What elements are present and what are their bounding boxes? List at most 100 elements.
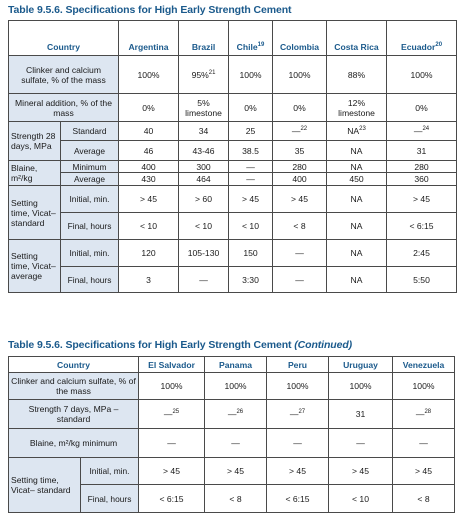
cell: 34: [178, 121, 230, 141]
cell: > 45: [204, 457, 268, 485]
cell: 0%: [118, 93, 180, 122]
table-row: Setting time, Vicat– standard Initial, m…: [8, 185, 458, 240]
sub-label-average: Average: [59, 172, 120, 186]
cell: 150: [228, 239, 274, 267]
cell: > 45: [228, 185, 274, 213]
cell: 105-130: [178, 239, 230, 267]
cell: 0%: [272, 93, 328, 122]
table-row: Clinker and calcium sulfate, % of the ma…: [7, 55, 458, 94]
sub-label-minimum: Minimum: [59, 160, 120, 173]
sub-label-average: Average: [59, 140, 120, 161]
cell: > 45: [272, 185, 328, 213]
table-row: Average 46 43-46 38.5 35 NA 31: [9, 140, 458, 161]
cell: < 6:15: [386, 212, 458, 240]
cell: 450: [326, 172, 388, 186]
cell: 40: [118, 121, 180, 141]
table-row: Mineral addition, % of the mass 0% 5% li…: [7, 93, 458, 122]
table1-title: Table 9.5.6. Specifications for High Ear…: [8, 4, 292, 16]
sub-label-final: Final, hours: [59, 266, 120, 293]
cell: 100%: [118, 55, 180, 94]
cell: 2:45: [386, 239, 458, 267]
table2-header-row: Country El Salvador Panama Peru Uruguay …: [7, 356, 456, 373]
row-label-blaine: Blaine, m²/kg minimum: [7, 428, 140, 458]
cell: NA: [326, 266, 388, 293]
cell: 46: [118, 140, 180, 161]
cell: > 45: [138, 457, 206, 485]
table2-title-text: Table 9.5.6. Specifications for High Ear…: [8, 339, 292, 351]
cell: —: [272, 266, 328, 293]
cell: —27: [266, 399, 330, 429]
cell: > 45: [266, 457, 330, 485]
cell: —: [178, 266, 230, 293]
cell: NA: [326, 239, 388, 267]
cell: 100%: [228, 55, 274, 94]
cell: > 45: [386, 185, 458, 213]
cell: > 60: [178, 185, 230, 213]
country-panama: Panama: [204, 356, 268, 373]
cell: 280: [272, 160, 328, 173]
row-label-clinker: Clinker and calcium sulfate, % of the ma…: [7, 55, 120, 94]
country-venezuela: Venezuela: [392, 356, 456, 373]
row-label-setting: Setting time, Vicat– standard: [8, 457, 81, 513]
cell: > 45: [328, 457, 394, 485]
country-chile: Chile19: [228, 20, 274, 56]
cell: 100%: [386, 55, 458, 94]
country-header: Country: [7, 20, 120, 56]
cell: NA: [326, 140, 388, 161]
cell: NA: [326, 185, 388, 213]
country-argentina: Argentina: [118, 20, 180, 56]
cell: 100%: [138, 372, 206, 400]
cell: 300: [178, 160, 230, 173]
cell: 100%: [204, 372, 268, 400]
table-row: Clinker and calcium sulfate, % of the ma…: [7, 372, 456, 400]
country-header: Country: [7, 356, 140, 373]
cell: NA: [326, 212, 388, 240]
table-row: Blaine, m²/kg minimum — — — — —: [7, 428, 456, 458]
table-row: Final, hours < 10 < 10 < 10 < 8 NA < 6:1…: [9, 212, 458, 240]
cell: 100%: [266, 372, 330, 400]
table-row: Final, hours 3 — 3:30 — NA 5:50: [9, 266, 458, 293]
row-label-strength: Strength 7 days, MPa – standard: [7, 399, 140, 429]
sub-label-final: Final, hours: [79, 484, 140, 513]
cell: 31: [328, 399, 394, 429]
cell: 3: [118, 266, 180, 293]
cell: —22: [272, 121, 328, 141]
table-row: Setting time, Vicat– standard Initial, m…: [8, 457, 456, 513]
table-row: Blaine, m²/kg Minimum 400 300 — 280 NA 2…: [8, 160, 458, 186]
cell: —: [328, 428, 394, 458]
cell: 43-46: [178, 140, 230, 161]
cell: —: [138, 428, 206, 458]
cell: 5:50: [386, 266, 458, 293]
cell: 360: [386, 172, 458, 186]
cell: < 10: [328, 484, 394, 513]
cell: —: [266, 428, 330, 458]
cell: < 10: [118, 212, 180, 240]
cell: —: [204, 428, 268, 458]
table2-title-continued: (Continued): [294, 339, 353, 351]
sub-label-initial: Initial, min.: [79, 457, 140, 485]
cell: > 45: [118, 185, 180, 213]
cell: 95%21: [178, 55, 230, 94]
cell: 25: [228, 121, 274, 141]
cell: 88%: [326, 55, 388, 94]
cell: —: [272, 239, 328, 267]
cell: 3:30: [228, 266, 274, 293]
cell: < 6:15: [138, 484, 206, 513]
country-colombia: Colombia: [272, 20, 328, 56]
table2: Country El Salvador Panama Peru Uruguay …: [7, 356, 456, 513]
table-row: Strength 28 days, MPa Standard 40 34 25 …: [8, 121, 458, 161]
cell: —: [228, 160, 274, 173]
cell: 400: [272, 172, 328, 186]
cell: 12% limestone: [326, 93, 388, 122]
country-peru: Peru: [266, 356, 330, 373]
cell: 0%: [386, 93, 458, 122]
cell: NA: [326, 160, 388, 173]
cell: < 10: [228, 212, 274, 240]
cell: 400: [118, 160, 180, 173]
cell: 280: [386, 160, 458, 173]
cell: < 8: [392, 484, 456, 513]
country-costa-rica: Costa Rica: [326, 20, 388, 56]
cell: 100%: [272, 55, 328, 94]
cell: < 8: [272, 212, 328, 240]
cell: 120: [118, 239, 180, 267]
